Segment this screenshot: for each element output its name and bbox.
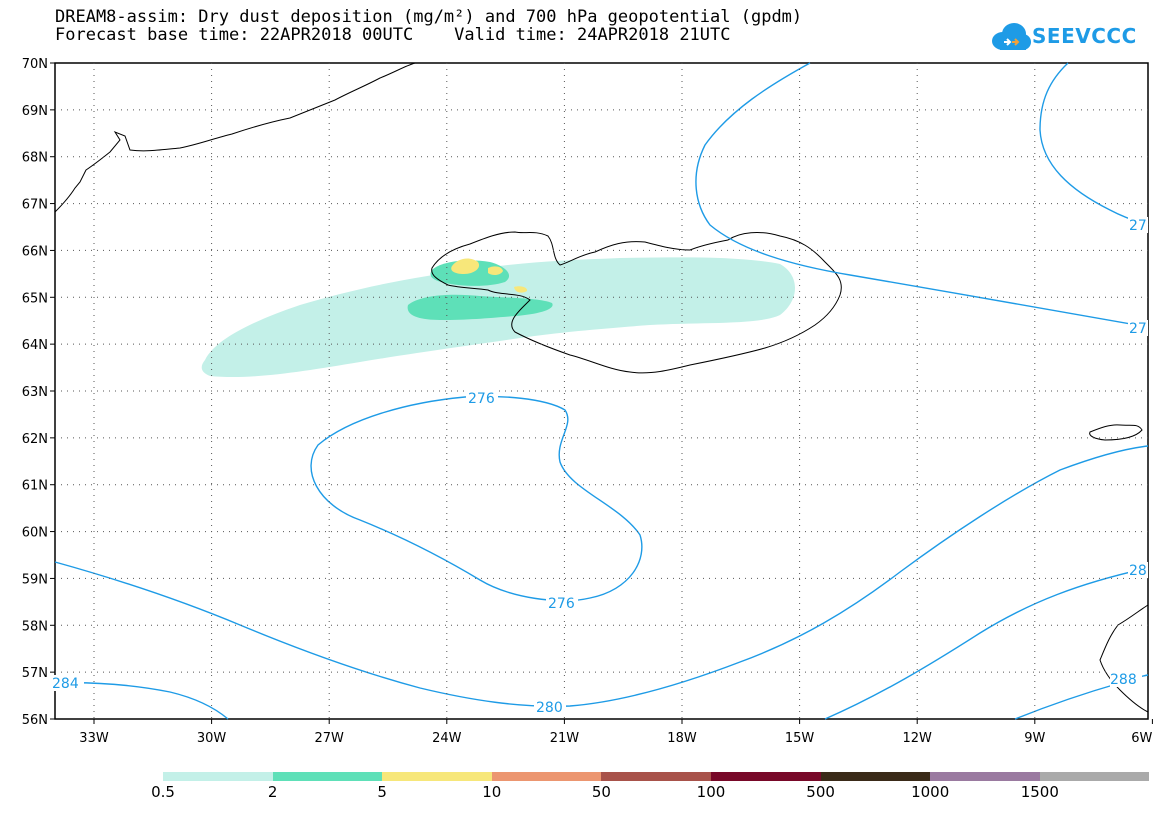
contour-label-284: 284 xyxy=(52,676,79,692)
legend-label: 1000 xyxy=(911,783,950,801)
latitude-label: 70N xyxy=(22,57,48,72)
legend-swatch xyxy=(272,772,383,781)
legend-swatch xyxy=(382,772,492,781)
dust-area-high xyxy=(451,258,480,274)
latitude-label: 65N xyxy=(22,291,48,306)
latitude-label: 62N xyxy=(22,432,48,447)
contour-27-north xyxy=(1039,62,1149,226)
longitude-label: 12W xyxy=(902,731,932,746)
legend-label: 100 xyxy=(696,783,726,801)
faroe-coast xyxy=(1089,424,1143,441)
contour-label-27-upper: 27 xyxy=(1129,218,1147,234)
latitude-label: 60N xyxy=(22,526,48,541)
longitude-label: 27W xyxy=(314,731,344,746)
contour-label-276-top: 276 xyxy=(468,391,495,407)
latitude-label: 67N xyxy=(22,198,48,213)
latitude-label: 59N xyxy=(22,572,48,587)
legend-swatch xyxy=(601,772,711,781)
legend-swatch xyxy=(711,772,821,781)
longitude-label: 30W xyxy=(197,731,227,746)
legend-label: 5 xyxy=(377,783,387,801)
dust-area-high-2 xyxy=(488,266,503,276)
contour-272 xyxy=(695,62,1149,328)
contour-label-280: 280 xyxy=(536,700,563,716)
contour-284 xyxy=(54,682,229,720)
longitude-label: 15W xyxy=(785,731,815,746)
legend-swatch xyxy=(491,772,602,781)
longitude-labels: 33W 30W 27W 24W 21W 18W 15W 12W 9W 6W xyxy=(79,719,1153,746)
latitude-label: 56N xyxy=(22,713,48,728)
latitude-label: 58N xyxy=(22,619,48,634)
greenland-coast xyxy=(54,62,416,213)
latitude-label: 66N xyxy=(22,244,48,259)
legend-label: 10 xyxy=(482,783,502,801)
legend-label: 0.5 xyxy=(151,783,175,801)
contour-288-east xyxy=(824,567,1149,720)
longitude-label: 24W xyxy=(432,731,462,746)
logo-text: SEEVCCC xyxy=(1032,24,1137,48)
longitude-label: 21W xyxy=(550,731,580,746)
latitude-label: 57N xyxy=(22,666,48,681)
contour-label-276-bottom: 276 xyxy=(548,596,575,612)
contour-label-27-lower: 27 xyxy=(1129,321,1147,337)
legend-swatch xyxy=(930,772,1040,781)
latitude-label: 64N xyxy=(22,338,48,353)
longitude-label: 33W xyxy=(79,731,109,746)
map-subtitle: Forecast base time: 22APR2018 00UTC Vali… xyxy=(55,25,731,45)
legend-swatch xyxy=(163,772,273,781)
legend-label: 2 xyxy=(267,783,278,801)
latitude-label: 68N xyxy=(22,151,48,166)
legend-label: 500 xyxy=(806,783,835,801)
map-title: DREAM8-assim: Dry dust deposition (mg/m²… xyxy=(55,7,803,27)
latitude-label: 63N xyxy=(22,385,48,400)
legend-label: 1500 xyxy=(1020,783,1059,801)
longitude-label: 9W xyxy=(1024,731,1045,746)
contour-labels: 276 276 280 284 27 27 28 288 xyxy=(52,217,1148,716)
latitude-label: 61N xyxy=(22,479,48,494)
longitude-label: 6W xyxy=(1131,731,1152,746)
latitude-label: 69N xyxy=(22,104,48,119)
latitude-labels: 70N 69N 68N 67N 66N 65N 64N 63N 62N 61N 60N 59N 58N 5… xyxy=(22,57,55,728)
legend-label: 50 xyxy=(591,783,611,801)
cloud-logo-icon xyxy=(992,23,1031,50)
legend-swatch xyxy=(820,772,931,781)
dust-area-high-3 xyxy=(514,286,528,293)
contour-label-288: 288 xyxy=(1110,672,1137,688)
seevccc-logo: SEEVCCC xyxy=(990,20,1140,60)
iceland-coast xyxy=(431,231,842,374)
contour-label-28: 28 xyxy=(1129,563,1147,579)
longitude-label: 18W xyxy=(667,731,697,746)
legend-swatch xyxy=(1039,772,1150,781)
contour-280 xyxy=(54,445,1149,707)
scotland-coast xyxy=(1099,604,1149,713)
